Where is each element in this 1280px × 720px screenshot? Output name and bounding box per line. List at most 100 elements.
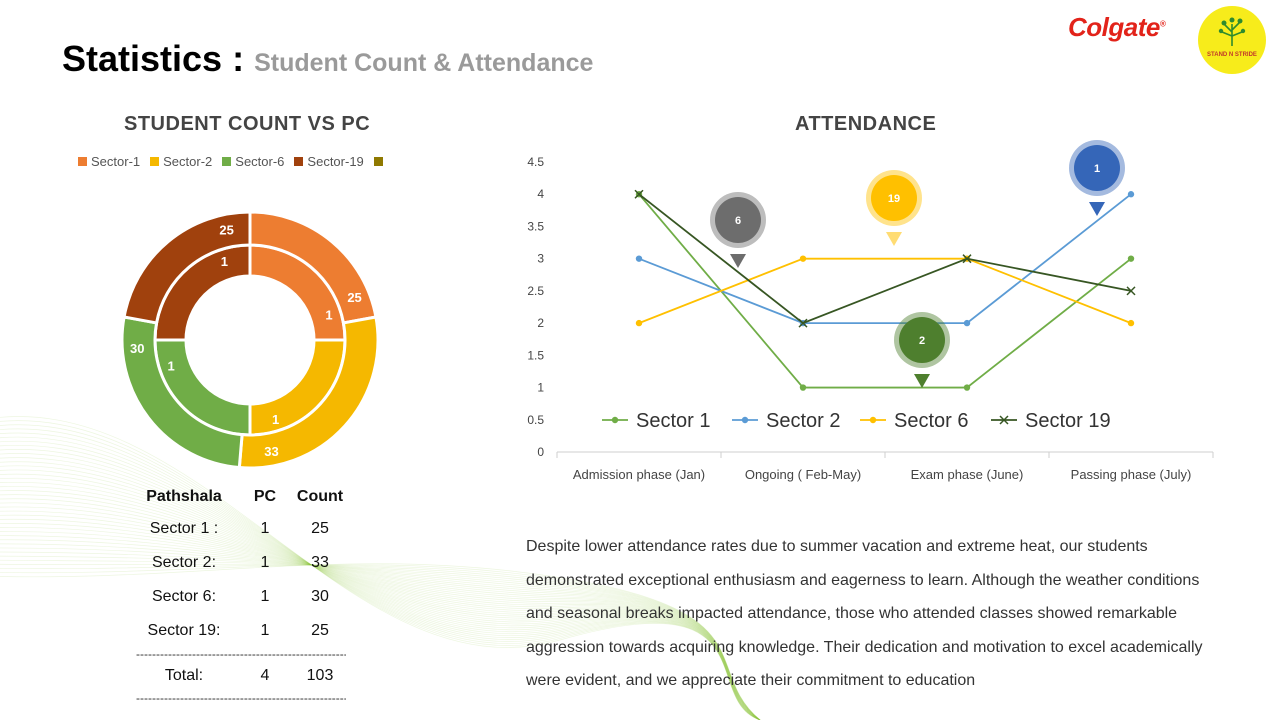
donut-slice-ring2-sector-19 <box>122 210 252 325</box>
table-row: Sector 6: 1 30 <box>128 580 358 614</box>
table-divider: ----------------------------------------… <box>136 648 346 660</box>
row-name: Sector 1 : <box>149 520 219 537</box>
table-total-row: Total: 4 103 <box>128 660 358 692</box>
row-name: Sector 19: <box>147 622 221 639</box>
sns-logo-graphic: STAND N STRIDE <box>1207 17 1257 58</box>
legend-label: Sector 19 <box>1025 410 1111 432</box>
donut-data-label: 1 <box>167 359 174 374</box>
data-point <box>963 384 971 391</box>
data-point <box>634 189 644 199</box>
title-text: Statistics <box>62 38 223 79</box>
total-count: 103 <box>306 667 334 684</box>
legend-swatch <box>222 157 232 166</box>
x-tick-label: Passing phase (July) <box>1071 467 1192 482</box>
data-point <box>799 255 807 262</box>
legend-item-sector-19: Sector-19 <box>294 154 364 169</box>
callout-pin: 6 <box>710 192 766 268</box>
legend-label: Sector 2 <box>766 410 840 432</box>
data-point <box>1127 319 1135 327</box>
data-point <box>799 384 807 391</box>
line-legend: Sector 1 Sector 2 Sector 6 Sector 19 <box>602 410 1111 432</box>
y-tick-label: 4 <box>537 187 544 201</box>
legend-item-sector-19: Sector 19 <box>991 410 1111 432</box>
legend-item-sector-1: Sector 1 <box>602 410 710 432</box>
data-point <box>635 255 643 262</box>
legend-item-extra <box>373 154 387 169</box>
title-separator: : <box>232 38 245 79</box>
table-header: Pathshala PC Count <box>128 482 358 512</box>
table-row: Sector 2: 1 33 <box>128 546 358 580</box>
legend-item-sector-1: Sector-1 <box>78 154 140 169</box>
row-name: Sector 2: <box>151 554 217 571</box>
y-tick-label: 2.5 <box>527 284 544 298</box>
total-pc: 4 <box>260 667 270 684</box>
row-pc: 1 <box>260 588 270 605</box>
donut-chart-title: STUDENT COUNT VS PC <box>124 113 371 135</box>
legend-item-sector-6: Sector 6 <box>860 410 968 432</box>
legend-label: Sector-6 <box>235 154 285 169</box>
legend-label: Sector-1 <box>91 154 141 169</box>
donut-data-label: 33 <box>264 444 278 459</box>
sns-logo: STAND N STRIDE <box>1198 6 1266 74</box>
series-line-sector-6 <box>638 257 1132 324</box>
attendance-description: Despite lower attendance rates due to su… <box>526 538 1203 689</box>
legend-item-sector-2: Sector 2 <box>732 410 840 432</box>
donut-data-label: 25 <box>347 290 361 305</box>
attendance-line-chart: 0 0.5 1 1.5 2 2.5 3 3.5 4 4.5 Admission phase (Jan… <box>527 140 1214 482</box>
y-tick-label: 0.5 <box>527 413 544 427</box>
data-point <box>1126 286 1136 296</box>
svg-text:STAND N STRIDE: STAND N STRIDE <box>1207 52 1257 58</box>
x-tick-label: Admission phase (Jan) <box>573 467 705 482</box>
donut-data-label: 1 <box>221 254 228 269</box>
x-tick-label: Ongoing ( Feb-May) <box>745 467 861 482</box>
y-tick-label: 1.5 <box>527 348 544 362</box>
legend-label: Sector-19 <box>307 154 364 169</box>
donut-data-label: 25 <box>219 222 233 237</box>
legend-item-sector-6: Sector-6 <box>222 154 284 169</box>
data-point <box>963 319 971 327</box>
x-tick-label: Exam phase (June) <box>911 467 1024 482</box>
callout-pin: 19 <box>866 170 922 246</box>
legend-item-sector-2: Sector-2 <box>150 154 212 169</box>
data-point <box>635 319 643 327</box>
data-point <box>962 254 972 264</box>
legend-swatch <box>78 157 87 166</box>
donut-legend: Sector-1 Sector-2 Sector-6 Sector-19 <box>78 154 387 169</box>
callout-label: 19 <box>888 193 900 205</box>
callout-pin: 2 <box>894 312 950 388</box>
row-count: 25 <box>311 622 329 639</box>
table-row: Sector 19: 1 25 <box>128 614 358 648</box>
row-pc: 1 <box>260 520 270 537</box>
donut-chart: 1 1 1 1 25 33 30 25 <box>120 210 380 470</box>
legend-label: Sector 6 <box>894 410 968 432</box>
data-point <box>798 318 808 328</box>
donut-data-label: 1 <box>325 307 332 322</box>
line-chart-title: ATTENDANCE <box>795 113 937 135</box>
legend-label: Sector 1 <box>636 410 710 432</box>
total-label: Total: <box>164 667 204 684</box>
y-tick-label: 4.5 <box>527 155 544 169</box>
pathshala-table: Pathshala PC Count Sector 1 : 1 25 Secto… <box>128 482 358 704</box>
row-pc: 1 <box>260 554 270 571</box>
callout-label: 6 <box>735 215 741 227</box>
legend-swatch <box>373 157 383 166</box>
donut-data-label: 1 <box>272 412 279 427</box>
y-tick-label: 0 <box>537 445 544 459</box>
header-pc: PC <box>253 488 277 505</box>
y-tick-label: 1 <box>537 381 544 395</box>
data-point <box>1127 191 1135 198</box>
colgate-logo: Colgate® <box>1068 12 1166 42</box>
callout-label: 2 <box>919 335 925 347</box>
row-count: 25 <box>311 520 329 537</box>
row-count: 33 <box>311 554 329 571</box>
page-title: Statistics : Student Count & Attendance <box>62 38 593 80</box>
legend-swatch <box>150 157 160 166</box>
data-point <box>1127 255 1135 262</box>
donut-data-label: 30 <box>130 341 144 356</box>
row-count: 30 <box>311 588 329 605</box>
y-tick-label: 3.5 <box>527 219 544 233</box>
legend-label: Sector-2 <box>163 154 213 169</box>
y-tick-label: 2 <box>537 316 544 330</box>
callout-label: 1 <box>1094 163 1100 175</box>
